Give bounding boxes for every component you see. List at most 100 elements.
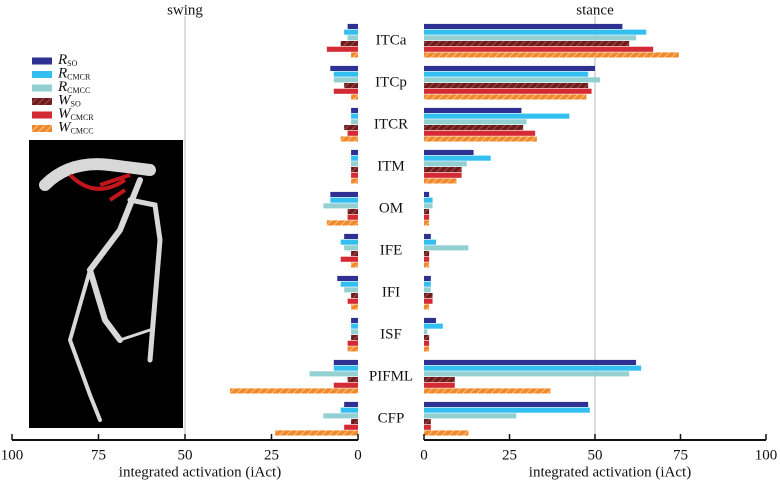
- legend-swatch: [32, 125, 52, 132]
- bar: [424, 419, 431, 425]
- bar: [424, 317, 436, 323]
- bar: [351, 323, 358, 329]
- category-label: IFI: [382, 284, 400, 300]
- category-label: ITCp: [375, 74, 407, 90]
- x-tick-label: 25: [264, 447, 279, 463]
- bar: [424, 209, 430, 215]
- legend-swatch: [32, 111, 52, 119]
- bar: [424, 136, 537, 142]
- bar: [351, 178, 358, 184]
- bar: [344, 29, 358, 35]
- bar: [344, 245, 358, 251]
- category-label: ISF: [380, 326, 402, 342]
- bar: [326, 46, 358, 52]
- bar: [333, 382, 358, 388]
- x-tick-label: 75: [91, 447, 106, 463]
- bar: [347, 130, 358, 136]
- bar: [340, 407, 358, 413]
- legend-subscript: CMCR: [67, 72, 91, 81]
- bar: [351, 262, 358, 268]
- legend-swatch: [32, 84, 52, 92]
- bar: [424, 251, 430, 257]
- bar: [424, 161, 467, 167]
- bar: [424, 430, 469, 436]
- bar: [424, 329, 428, 335]
- x-tick-label: 25: [502, 447, 517, 463]
- bar: [309, 371, 358, 377]
- bar: [424, 245, 469, 251]
- bar: [424, 172, 462, 178]
- category-label: OM: [379, 200, 403, 216]
- bar: [424, 304, 430, 310]
- bar: [333, 365, 358, 371]
- bar: [424, 83, 589, 89]
- bar: [424, 41, 630, 47]
- bar: [424, 377, 455, 383]
- category-label: ITM: [377, 158, 405, 174]
- bar: [344, 83, 358, 89]
- legend-label: RCMCC: [57, 79, 90, 95]
- bar: [424, 167, 462, 173]
- x-tick-label: 50: [178, 447, 193, 463]
- x-axis-label: integrated activation (iAct): [529, 464, 691, 480]
- bar: [347, 377, 358, 383]
- bar: [340, 281, 358, 287]
- bar: [229, 388, 358, 394]
- skeleton-image: [29, 140, 183, 428]
- bar: [424, 340, 430, 346]
- bar: [347, 298, 358, 304]
- bar: [424, 197, 433, 203]
- bar: [424, 220, 430, 226]
- category-label: IFE: [380, 242, 403, 258]
- bar: [344, 424, 358, 430]
- bar: [424, 335, 430, 341]
- bar: [424, 401, 589, 407]
- legend-subscript: CMCR: [71, 113, 95, 122]
- bar: [351, 119, 358, 125]
- bar: [424, 125, 524, 131]
- bar: [424, 88, 592, 94]
- bar: [424, 178, 457, 184]
- bar: [424, 424, 431, 430]
- bar: [351, 161, 358, 167]
- bar: [351, 335, 358, 341]
- bar: [424, 29, 647, 35]
- bar: [424, 239, 436, 245]
- legend-name: R: [57, 66, 67, 82]
- bar: [351, 167, 358, 173]
- legend-name: R: [57, 79, 67, 95]
- bar: [424, 130, 536, 136]
- category-label: ITCa: [376, 32, 407, 48]
- bar: [424, 113, 570, 119]
- bar: [424, 323, 443, 329]
- bar: [333, 88, 358, 94]
- x-tick-label: 50: [588, 447, 603, 463]
- legend-swatch: [32, 71, 52, 78]
- bar: [424, 23, 623, 29]
- bar: [344, 233, 358, 239]
- bar: [340, 239, 358, 245]
- bar: [424, 365, 642, 371]
- legend-label: WSO: [58, 93, 81, 109]
- bar: [347, 209, 358, 215]
- legend-subscript: SO: [67, 59, 77, 68]
- bar: [351, 52, 358, 58]
- bar: [424, 382, 455, 388]
- bar: [424, 371, 630, 377]
- bar: [424, 77, 601, 83]
- bar: [347, 340, 358, 346]
- panel-title: swing: [167, 2, 203, 18]
- bar: [323, 413, 358, 419]
- category-label: ITCR: [374, 116, 408, 132]
- bar: [424, 262, 430, 268]
- bar: [424, 119, 527, 125]
- bar: [424, 94, 587, 100]
- bar: [351, 419, 358, 425]
- bar: [337, 275, 358, 281]
- bar: [424, 214, 430, 220]
- x-axis-label: integrated activation (iAct): [119, 464, 281, 480]
- bar: [330, 191, 358, 197]
- bar: [351, 172, 358, 178]
- bar: [333, 77, 358, 83]
- x-tick-label: 100: [755, 447, 778, 463]
